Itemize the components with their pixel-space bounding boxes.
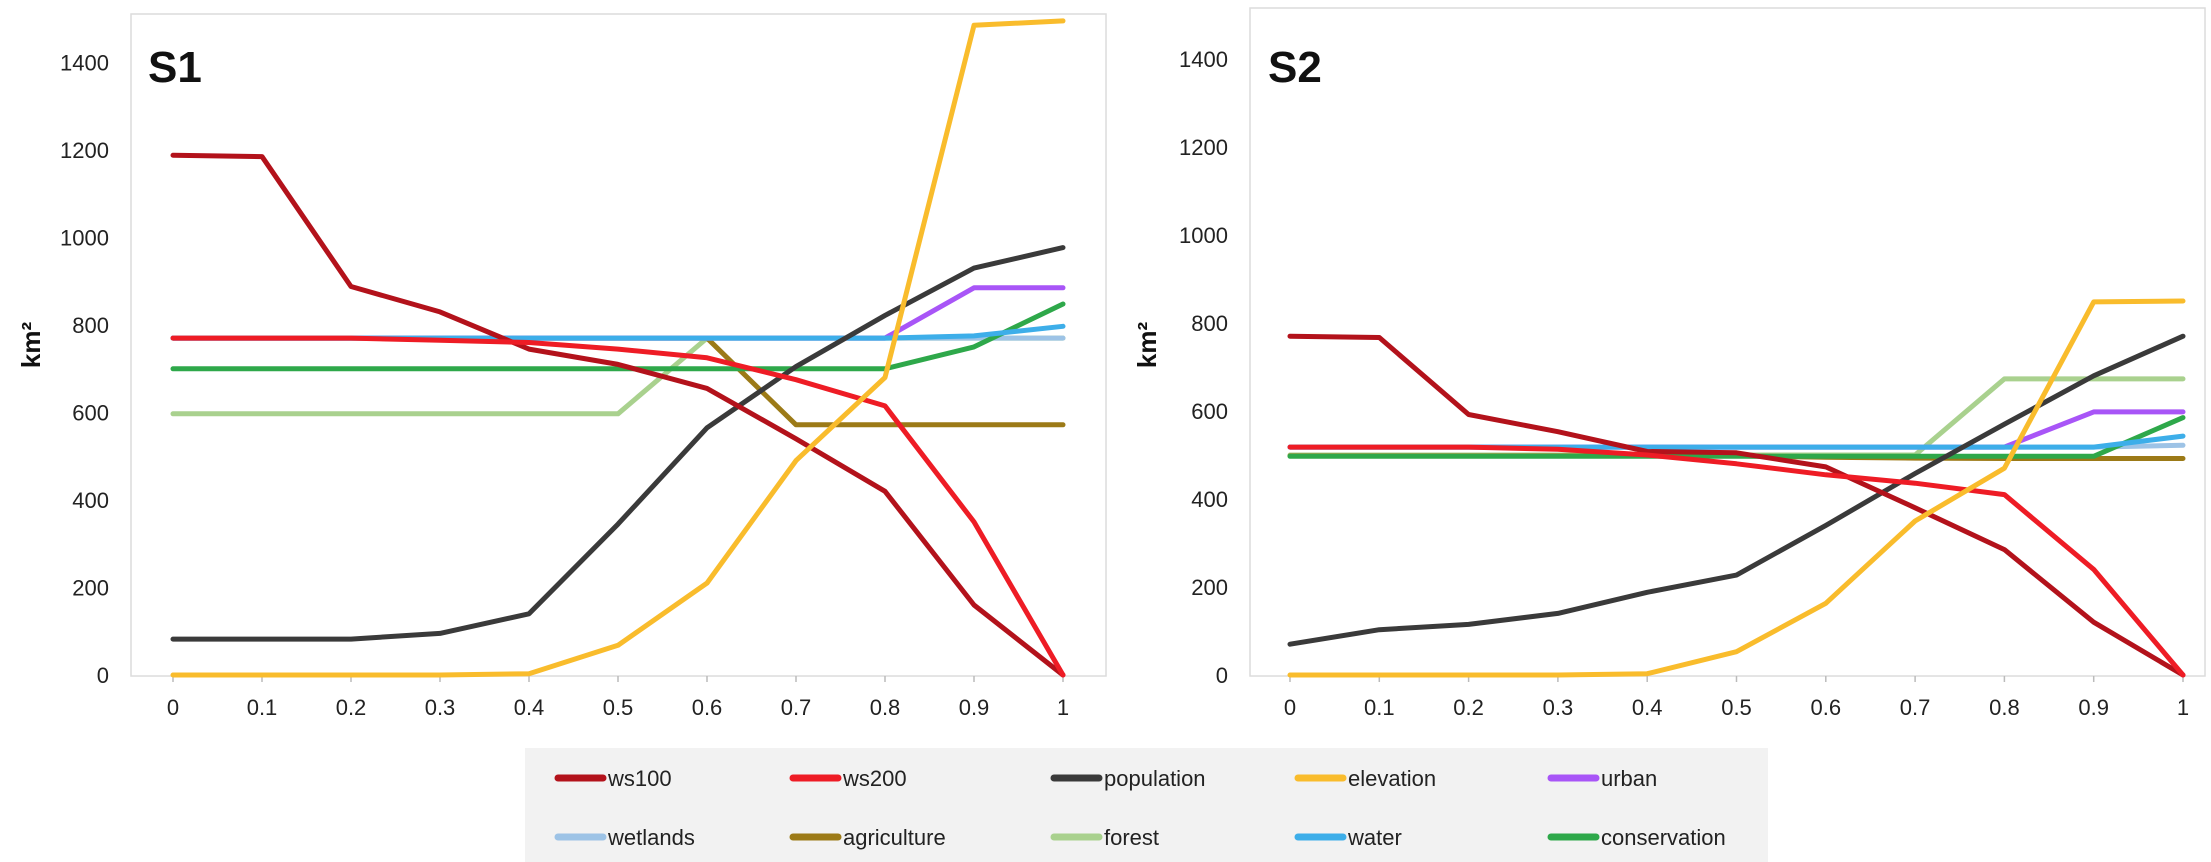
legend-label: elevation — [1348, 766, 1436, 791]
y-tick-label: 1400 — [1179, 47, 1228, 72]
x-tick-label: 0.5 — [603, 695, 634, 720]
legend-label: urban — [1601, 766, 1657, 791]
x-tick-label: 0.4 — [514, 695, 545, 720]
legend-item-wetlands: wetlands — [554, 825, 695, 850]
y-tick-label: 0 — [1216, 663, 1228, 688]
x-tick-label: 0.8 — [870, 695, 901, 720]
y-tick-label: 400 — [72, 488, 109, 513]
x-tick-label: 0.9 — [959, 695, 990, 720]
x-tick-label: 0.4 — [1632, 695, 1663, 720]
legend-label: water — [1347, 825, 1402, 850]
x-tick-label: 0.7 — [1900, 695, 1931, 720]
y-tick-label: 800 — [72, 313, 109, 338]
y-axis-label: km² — [1132, 322, 1162, 369]
y-tick-label: 600 — [1191, 399, 1228, 424]
plot-area — [1249, 7, 2206, 677]
legend-box — [525, 748, 1768, 862]
chart-panel-s1: 0 200 400 600 800 1000 1200 1400 0 0.1 0.2 0.3 0.4 0.… — [16, 13, 1107, 720]
series-line-conservation — [1287, 415, 2186, 459]
y-tick-label: 400 — [1191, 487, 1228, 512]
x-tick-label: 0.3 — [425, 695, 456, 720]
x-tick-label: 0 — [1284, 695, 1296, 720]
legend-item-ws100: ws100 — [554, 766, 672, 791]
x-tick-label: 0.8 — [1989, 695, 2020, 720]
chart-title: S1 — [148, 43, 202, 92]
y-tick-label: 1000 — [1179, 223, 1228, 248]
series-line-population — [170, 245, 1066, 642]
x-tick-label: 0.1 — [1364, 695, 1395, 720]
y-tick-label: 1200 — [1179, 135, 1228, 160]
y-tick-label: 200 — [1191, 575, 1228, 600]
y-tick-label: 1000 — [60, 226, 109, 251]
x-tick-label: 1 — [2177, 695, 2189, 720]
y-tick-label: 1200 — [60, 138, 109, 163]
y-axis-label: km² — [16, 322, 46, 369]
legend-item-urban: urban — [1547, 766, 1657, 791]
x-tick-label: 0.6 — [692, 695, 723, 720]
legend-item-conservation: conservation — [1547, 825, 1726, 850]
legend-label: ws200 — [842, 766, 907, 791]
x-tick-label: 0 — [167, 695, 179, 720]
legend-item-population: population — [1050, 766, 1206, 791]
x-tick-label: 0.1 — [247, 695, 278, 720]
x-tick-label: 1 — [1057, 695, 1069, 720]
y-tick-label: 200 — [72, 576, 109, 601]
series-line-ws200 — [170, 335, 1066, 678]
legend-label: conservation — [1601, 825, 1726, 850]
series-line-elevation — [170, 18, 1066, 678]
chart-title: S2 — [1268, 43, 1322, 92]
legend: ws100 ws200 population elevation urban wetlan… — [525, 748, 1768, 862]
series-line-ws100 — [170, 152, 1066, 678]
x-tick-label: 0.3 — [1543, 695, 1574, 720]
x-tick-label: 0.5 — [1721, 695, 1752, 720]
y-tick-label: 1400 — [60, 51, 109, 76]
series-line-elevation — [1287, 298, 2186, 678]
x-tick-label: 0.6 — [1811, 695, 1842, 720]
legend-label: population — [1104, 766, 1206, 791]
legend-label: wetlands — [607, 825, 695, 850]
x-tick-label: 0.2 — [336, 695, 367, 720]
legend-item-agriculture: agriculture — [789, 825, 946, 850]
series-line-ws200 — [1287, 444, 2186, 678]
legend-item-water: water — [1294, 825, 1402, 850]
y-tick-label: 600 — [72, 401, 109, 426]
legend-label: forest — [1104, 825, 1159, 850]
series-line-conservation — [170, 301, 1066, 372]
series-line-ws100 — [1287, 333, 2186, 678]
legend-label: agriculture — [843, 825, 946, 850]
chart-panel-s2: 0 200 400 600 800 1000 1200 1400 0 0.1 0.2 0.3 0.4 0.… — [1132, 7, 2206, 720]
legend-item-ws200: ws200 — [789, 766, 907, 791]
x-tick-label: 0.9 — [2078, 695, 2109, 720]
legend-item-forest: forest — [1050, 825, 1159, 850]
y-tick-label: 0 — [97, 663, 109, 688]
legend-label: ws100 — [607, 766, 672, 791]
y-tick-label: 800 — [1191, 311, 1228, 336]
legend-item-elevation: elevation — [1294, 766, 1436, 791]
x-tick-label: 0.7 — [781, 695, 812, 720]
x-tick-label: 0.2 — [1453, 695, 1484, 720]
